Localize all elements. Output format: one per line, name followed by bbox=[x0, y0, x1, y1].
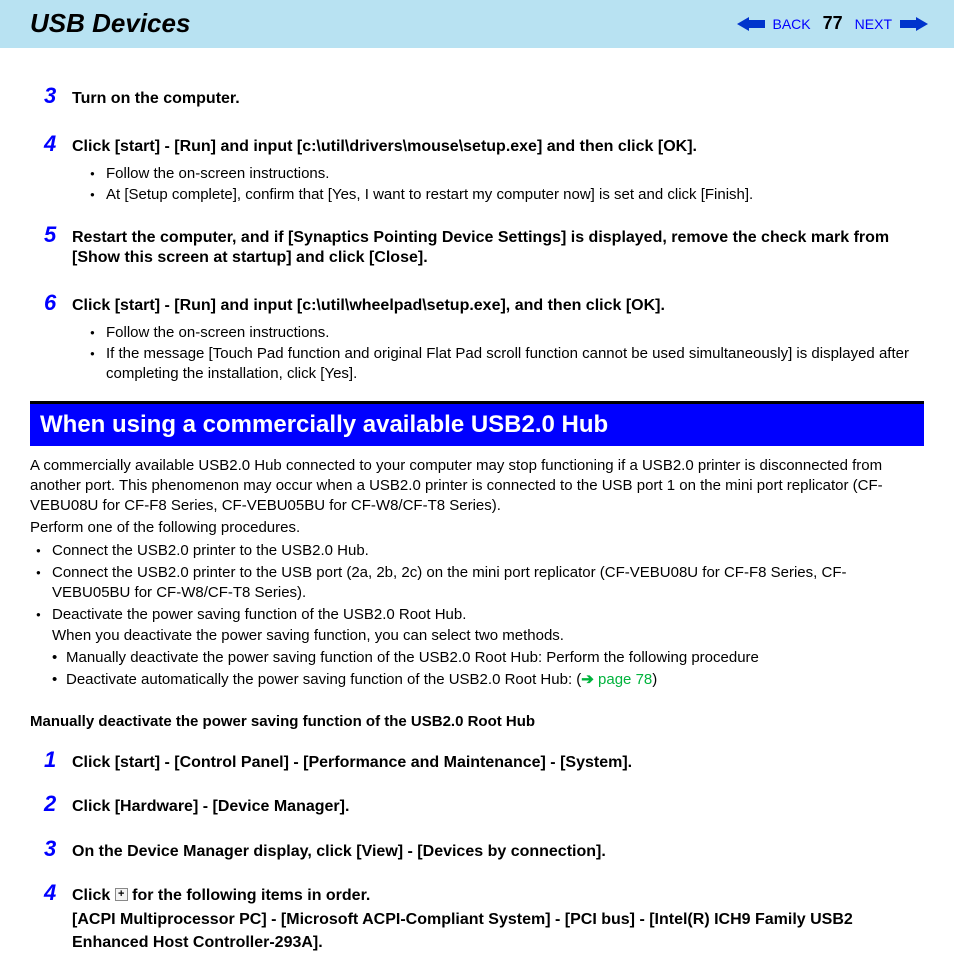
list-item: Follow the on-screen instructions. bbox=[90, 164, 924, 184]
step-title: [ACPI Multiprocessor PC] - [Microsoft AC… bbox=[72, 909, 924, 954]
step-number: 5 bbox=[30, 221, 72, 250]
steps-group: 1 Click [start] - [Control Panel] - [Per… bbox=[30, 746, 924, 956]
step-number: 4 bbox=[30, 130, 72, 159]
page-number: 77 bbox=[823, 12, 843, 35]
step-body: Click + for the following items in order… bbox=[72, 885, 924, 956]
step-number: 1 bbox=[30, 746, 72, 775]
list-item: Deactivate the power saving function of … bbox=[30, 605, 924, 690]
step-body: On the Device Manager display, click [Vi… bbox=[72, 841, 924, 865]
step-number: 6 bbox=[30, 289, 72, 318]
step-body: Restart the computer, and if [Synaptics … bbox=[72, 228, 924, 276]
step-item: 5 Restart the computer, and if [Synaptic… bbox=[30, 221, 924, 276]
list-item-text: Deactivate the power saving function of … bbox=[52, 606, 466, 623]
subheading: Manually deactivate the power saving fun… bbox=[30, 712, 924, 732]
page-nav: BACK 77 NEXT bbox=[737, 12, 929, 35]
list-item: Deactivate automatically the power savin… bbox=[52, 670, 924, 690]
content-area: 3 Turn on the computer. 4 Click [start] … bbox=[0, 48, 954, 956]
paragraph: A commercially available USB2.0 Hub conn… bbox=[30, 456, 924, 517]
step-item: 1 Click [start] - [Control Panel] - [Per… bbox=[30, 746, 924, 776]
list-item-text: When you deactivate the power saving fun… bbox=[52, 627, 564, 644]
step-title: Click [start] - [Control Panel] - [Perfo… bbox=[72, 752, 924, 774]
step-item: 3 On the Device Manager display, click [… bbox=[30, 835, 924, 865]
dash-list: Manually deactivate the power saving fun… bbox=[52, 648, 924, 691]
step-body: Click [start] - [Control Panel] - [Perfo… bbox=[72, 752, 924, 776]
bullet-list: Connect the USB2.0 printer to the USB2.0… bbox=[30, 541, 924, 691]
step-item: 4 Click [start] - [Run] and input [c:\ut… bbox=[30, 130, 924, 207]
sub-list: Follow the on-screen instructions. If th… bbox=[72, 323, 924, 384]
step-title: On the Device Manager display, click [Vi… bbox=[72, 841, 924, 863]
section-heading: When using a commercially available USB2… bbox=[30, 401, 924, 445]
step-body: Click [start] - [Run] and input [c:\util… bbox=[72, 296, 924, 385]
list-item-text: Deactivate automatically the power savin… bbox=[66, 671, 581, 688]
step-title: Restart the computer, and if [Synaptics … bbox=[72, 228, 924, 270]
list-item: Manually deactivate the power saving fun… bbox=[52, 648, 924, 668]
list-item: If the message [Touch Pad function and o… bbox=[90, 344, 924, 383]
back-link[interactable]: BACK bbox=[773, 15, 811, 33]
step-title: Click + for the following items in order… bbox=[72, 885, 924, 907]
back-arrow-icon[interactable] bbox=[737, 17, 765, 31]
step-title: Click [start] - [Run] and input [c:\util… bbox=[72, 137, 924, 158]
list-item: At [Setup complete], confirm that [Yes, … bbox=[90, 185, 924, 205]
list-item-text: ) bbox=[652, 671, 657, 688]
link-arrow-icon: ➔ bbox=[581, 671, 598, 688]
step-number: 3 bbox=[30, 82, 72, 111]
page-header: USB Devices BACK 77 NEXT bbox=[0, 0, 954, 48]
step-item: 3 Turn on the computer. bbox=[30, 82, 924, 116]
next-arrow-icon[interactable] bbox=[900, 17, 928, 31]
step-item: 2 Click [Hardware] - [Device Manager]. bbox=[30, 790, 924, 820]
page-title: USB Devices bbox=[30, 7, 190, 41]
list-item: Follow the on-screen instructions. bbox=[90, 323, 924, 343]
step-body: Turn on the computer. bbox=[72, 89, 924, 116]
paragraph: Perform one of the following procedures. bbox=[30, 518, 924, 538]
step-number: 3 bbox=[30, 835, 72, 864]
step-item: 4 Click + for the following items in ord… bbox=[30, 879, 924, 956]
step-body: Click [start] - [Run] and input [c:\util… bbox=[72, 137, 924, 207]
step-title: Turn on the computer. bbox=[72, 89, 924, 110]
list-item: Connect the USB2.0 printer to the USB po… bbox=[30, 563, 924, 604]
step-title: Click [Hardware] - [Device Manager]. bbox=[72, 796, 924, 818]
step-title-text: for the following items in order. bbox=[128, 887, 371, 904]
plus-icon: + bbox=[115, 888, 128, 901]
next-link[interactable]: NEXT bbox=[855, 15, 892, 33]
list-item: Connect the USB2.0 printer to the USB2.0… bbox=[30, 541, 924, 561]
step-title-text: Click bbox=[72, 887, 115, 904]
sub-list: Follow the on-screen instructions. At [S… bbox=[72, 164, 924, 205]
step-item: 6 Click [start] - [Run] and input [c:\ut… bbox=[30, 289, 924, 385]
page-link[interactable]: page 78 bbox=[598, 671, 652, 688]
step-number: 2 bbox=[30, 790, 72, 819]
step-title: Click [start] - [Run] and input [c:\util… bbox=[72, 296, 924, 317]
step-body: Click [Hardware] - [Device Manager]. bbox=[72, 796, 924, 820]
step-number: 4 bbox=[30, 879, 72, 908]
